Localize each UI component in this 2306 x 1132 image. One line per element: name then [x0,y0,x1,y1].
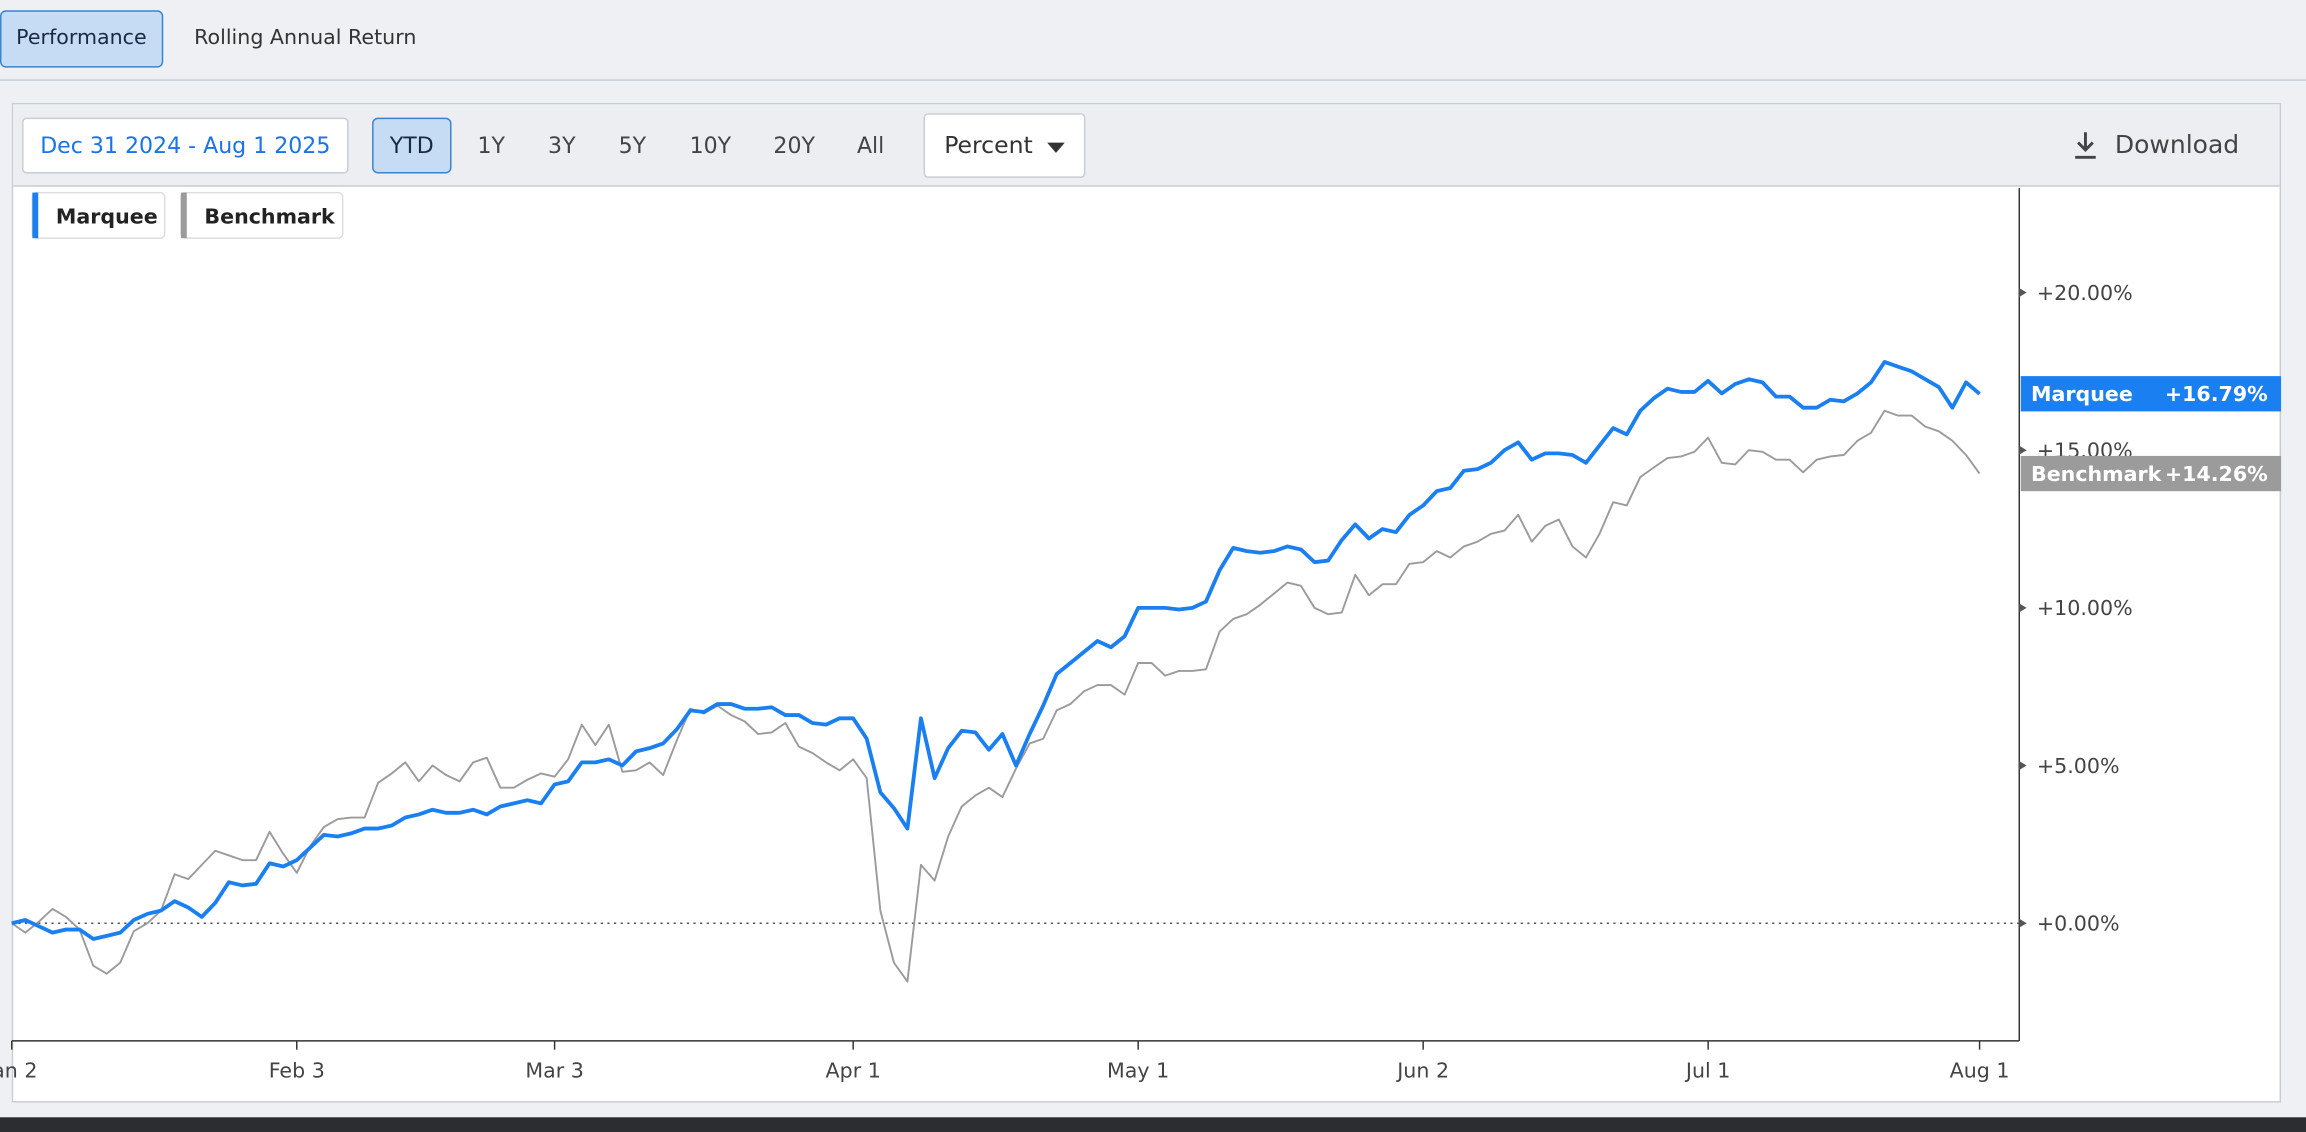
period-button[interactable]: 20Y [773,132,815,159]
divider [0,79,2306,81]
x-tick-label: May 1 [1107,1059,1169,1083]
period-button[interactable]: 1Y [477,132,505,159]
download-button[interactable]: Download [2068,126,2244,167]
y-tick-label: +5.00% [2037,754,2120,778]
period-button[interactable]: All [856,132,885,159]
date-range[interactable]: Dec 31 2024 - Aug 1 2025 [22,117,349,174]
legend-swatch [180,192,187,239]
legend-swatch [32,192,39,239]
x-tick-label: Feb 3 [269,1059,325,1083]
x-tick-label: Jun 2 [1395,1059,1449,1083]
tab[interactable]: Performance [0,10,163,68]
series-line [11,360,1981,941]
period-button[interactable]: 3Y [548,132,576,159]
end-badge [2020,376,2282,412]
x-tick-label: Mar 3 [525,1059,583,1083]
period-button[interactable]: YTD [372,117,452,174]
end-badge-value: +16.79% [2165,382,2268,406]
y-tick [2019,918,2027,928]
legend-label: Benchmark [204,204,336,228]
series-line [11,409,1981,983]
caret [1047,142,1065,153]
period-button[interactable]: 5Y [618,132,647,159]
tab[interactable]: Rolling Annual Return [194,26,417,50]
panel [11,102,2282,1103]
end-badge [2020,455,2282,492]
unit-dropdown[interactable]: Percent [923,113,1086,178]
y-tick-label: +20.00% [2037,281,2133,305]
y-tick-label: +10.00% [2037,596,2133,620]
end-badge-name: Marquee [2031,382,2133,406]
download-label: Download [2114,130,2240,161]
window-edge [0,1117,2306,1132]
y-tick-label: +0.00% [2037,912,2120,936]
end-badge-value: +14.26% [2165,462,2268,486]
legend-label: Marquee [56,204,158,228]
y-tick [2019,761,2027,770]
unit-label: Percent [944,130,1033,159]
y-tick [2019,603,2027,613]
download-icon [2075,132,2096,159]
x-tick-label: Jan 2 [0,1059,37,1083]
y-tick [2019,445,2027,455]
x-tick-label: Jul 1 [1684,1059,1730,1083]
y-tick [2019,288,2027,297]
end-badge-name: Benchmark [2031,462,2163,486]
x-tick-label: Apr 1 [826,1059,881,1083]
x-tick-label: Aug 1 [1950,1059,2010,1083]
period-button[interactable]: 10Y [689,132,732,159]
